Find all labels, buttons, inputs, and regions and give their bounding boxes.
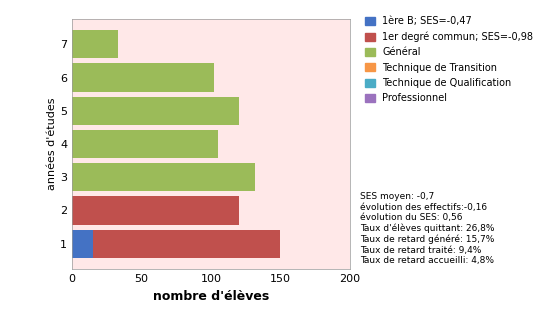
Bar xyxy=(72,229,93,258)
Bar xyxy=(72,97,239,125)
Legend: 1ère B; SES=-0,47, 1er degré commun; SES=-0,98, Général, Technique de Transition: 1ère B; SES=-0,47, 1er degré commun; SES… xyxy=(363,14,535,105)
X-axis label: nombre d'élèves: nombre d'élèves xyxy=(153,290,269,303)
Bar xyxy=(93,229,280,258)
Bar xyxy=(72,130,218,158)
Y-axis label: années d'études: années d'études xyxy=(47,98,57,190)
Bar xyxy=(72,30,118,59)
Bar xyxy=(72,64,214,92)
Text: SES moyen: -0,7
évolution des effectifs:-0,16
évolution du SES: 0,56
Taux d'élèv: SES moyen: -0,7 évolution des effectifs:… xyxy=(360,192,494,265)
Bar xyxy=(72,196,239,224)
Bar xyxy=(72,163,255,191)
